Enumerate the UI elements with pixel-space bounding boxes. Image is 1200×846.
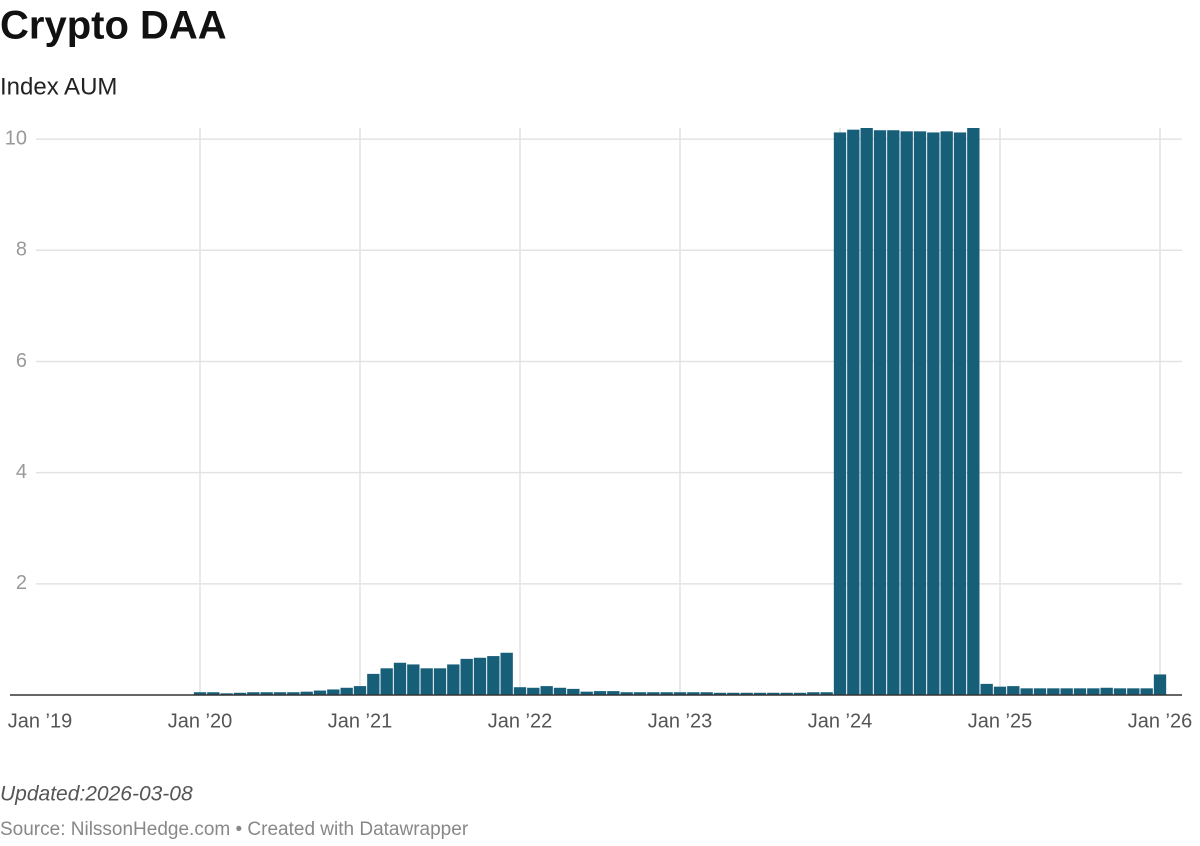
bar	[500, 652, 513, 695]
bar	[567, 688, 580, 695]
x-tick-label: Jan ’25	[968, 710, 1033, 732]
y-tick-label: 2	[16, 572, 27, 594]
bar	[1060, 688, 1073, 695]
y-tick-label: 8	[16, 239, 27, 261]
bar	[340, 687, 353, 695]
bar	[740, 692, 753, 695]
x-tick-label: Jan ’20	[168, 710, 233, 732]
bar	[980, 683, 993, 695]
bar	[927, 132, 940, 696]
bar	[700, 692, 713, 695]
bar	[953, 132, 967, 696]
bar	[287, 692, 300, 695]
bar	[1127, 688, 1140, 695]
x-tick-label: Jan ’26	[1128, 710, 1193, 732]
bar	[847, 129, 860, 695]
bar	[673, 692, 687, 695]
bar	[233, 692, 247, 695]
x-tick-label: Jan ’22	[488, 710, 553, 732]
bar	[260, 692, 273, 695]
bar	[1113, 688, 1127, 695]
y-tick-label: 6	[16, 350, 27, 372]
bar	[1153, 674, 1167, 695]
bar	[433, 668, 447, 695]
bar	[913, 131, 927, 695]
bar	[1047, 688, 1060, 695]
chart-title: Crypto DAA	[0, 4, 227, 48]
bar	[793, 692, 807, 695]
bar	[647, 692, 660, 695]
bar	[620, 692, 633, 695]
bar	[727, 692, 740, 695]
bar	[460, 658, 473, 695]
bar	[247, 692, 260, 695]
bar	[380, 668, 393, 695]
bar	[860, 128, 873, 695]
y-tick-label: 4	[16, 461, 27, 483]
x-tick-label: Jan ’23	[648, 710, 713, 732]
bar	[327, 689, 340, 695]
bar	[367, 673, 380, 695]
bar	[607, 691, 620, 695]
bar	[393, 662, 407, 695]
bar	[553, 687, 567, 695]
bar	[513, 687, 527, 695]
x-tick-label: Jan ’24	[808, 710, 873, 732]
bar	[873, 130, 887, 696]
bar	[633, 692, 647, 695]
bar	[967, 128, 980, 695]
y-tick-label: 10	[5, 127, 27, 149]
bar	[473, 657, 487, 695]
bar	[833, 132, 847, 696]
x-tick-label: Jan ’21	[328, 710, 393, 732]
bar	[1033, 688, 1047, 695]
bar	[1020, 688, 1033, 695]
bar	[487, 656, 500, 695]
bar	[820, 692, 833, 695]
bar	[900, 131, 913, 695]
bar	[420, 668, 433, 695]
bar	[207, 692, 220, 695]
bar	[780, 692, 793, 695]
bar	[767, 692, 780, 695]
bar	[940, 131, 953, 695]
source: Source: NilssonHedge.com • Created with …	[0, 819, 469, 840]
bar	[313, 690, 327, 695]
x-tick-label: Jan ’19	[8, 710, 73, 732]
bar	[807, 692, 820, 695]
bar	[1087, 688, 1100, 695]
chart-subtitle: Index AUM	[0, 73, 117, 100]
bar	[993, 686, 1007, 695]
bar	[1100, 687, 1113, 695]
bar	[273, 692, 287, 695]
notes: Updated:2026-03-08	[0, 783, 193, 806]
bar	[540, 686, 553, 695]
bar	[447, 664, 460, 695]
bar	[1140, 688, 1153, 695]
bar	[753, 692, 767, 695]
bar	[353, 686, 367, 695]
bar	[713, 692, 727, 695]
bar	[193, 692, 207, 695]
bar	[660, 692, 673, 695]
bar	[1073, 688, 1087, 695]
bar	[887, 130, 900, 696]
bar	[1007, 686, 1020, 695]
bar	[220, 693, 233, 695]
bar	[407, 664, 420, 695]
bar	[580, 691, 593, 695]
bar	[687, 692, 700, 695]
bar	[527, 687, 540, 695]
bar	[300, 691, 313, 695]
bar	[593, 691, 607, 695]
